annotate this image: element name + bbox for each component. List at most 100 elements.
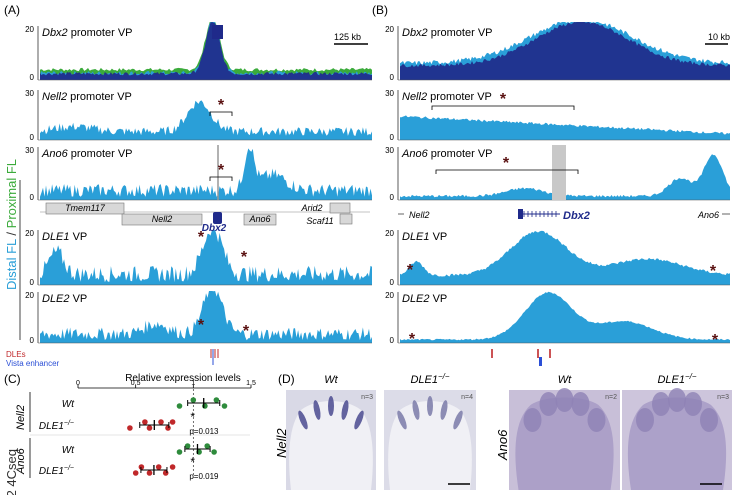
track-a-3: 30 0 Ano6 promoter VP bbox=[25, 146, 372, 202]
data-point bbox=[146, 425, 153, 431]
track-a-1: 20 0 Dbx2 promoter VP bbox=[25, 22, 372, 82]
gene-track-b: Nell2 Dbx2 Ano6 bbox=[398, 209, 730, 222]
viewpoint-label: DLE1 VP bbox=[42, 231, 87, 243]
panel-label-a: (A) bbox=[4, 3, 20, 17]
group-label-nell2: Nell2 bbox=[15, 405, 27, 430]
bracket bbox=[435, 169, 579, 174]
gene-ano6 bbox=[243, 213, 277, 226]
digit-lobe bbox=[668, 388, 686, 412]
track-ymin: 0 bbox=[390, 73, 395, 82]
wholemount-image-1: n=3 bbox=[286, 390, 376, 490]
track-ymax: 30 bbox=[385, 146, 394, 155]
wholemount-image-4: n=3 bbox=[622, 388, 732, 490]
digit-stain bbox=[328, 396, 334, 416]
panel-label-c: (C) bbox=[4, 372, 21, 386]
gene-label: Ano6 bbox=[248, 214, 270, 224]
viewpoint-label: Nell2 promoter VP bbox=[42, 91, 132, 103]
digit-stain bbox=[453, 410, 463, 430]
gene-label: Dbx2 bbox=[563, 210, 590, 222]
viewpoint-label: DLE2 VP bbox=[42, 293, 87, 305]
significance-star: * bbox=[243, 323, 250, 340]
data-point bbox=[221, 403, 228, 409]
data-point bbox=[184, 443, 191, 449]
genotype-label: DLE1−/− bbox=[39, 465, 74, 477]
digit-lobe bbox=[555, 388, 574, 412]
genotype-label: DLE1−/− bbox=[39, 420, 74, 432]
x-tick-label: 1.5 bbox=[246, 380, 256, 387]
dbx2-profile bbox=[40, 22, 372, 80]
significance-star: * bbox=[409, 331, 416, 348]
image-genotype: Wt bbox=[558, 374, 572, 386]
track-ymin: 0 bbox=[30, 336, 35, 345]
track-a-2: 30 0 Nell2 promoter VP bbox=[25, 89, 372, 142]
legend-dles: DLEs bbox=[6, 350, 26, 359]
image-gene-ano6: Ano6 bbox=[495, 429, 510, 461]
viewpoint-label: Dbx2 promoter VP bbox=[402, 27, 493, 39]
bracket bbox=[431, 105, 575, 110]
dbx2-gray-band bbox=[552, 145, 566, 200]
track-b-2: 30 0 Nell2 promoter VP bbox=[385, 89, 730, 142]
digit-stain bbox=[397, 410, 407, 430]
data-point bbox=[176, 449, 183, 455]
genotype-label: Wt bbox=[62, 445, 75, 456]
gene-label: Ano6 bbox=[697, 210, 719, 220]
significance-star: * bbox=[710, 263, 717, 280]
track-ymin: 0 bbox=[390, 336, 395, 345]
significance-star: * bbox=[218, 162, 225, 179]
data-point bbox=[162, 470, 169, 476]
image-genotype: Wt bbox=[324, 374, 338, 386]
group-label-ano6: Ano6 bbox=[15, 447, 27, 475]
track-ymax: 20 bbox=[25, 229, 34, 238]
data-point bbox=[165, 425, 171, 431]
distal-profile bbox=[40, 148, 372, 200]
data-point bbox=[169, 464, 176, 470]
data-point bbox=[211, 449, 217, 455]
digit-stain bbox=[298, 410, 308, 430]
n-label: n=4 bbox=[461, 394, 473, 401]
data-point bbox=[190, 397, 197, 403]
digit-lobe bbox=[700, 408, 718, 432]
significance-star: * bbox=[407, 262, 414, 279]
n-label: n=3 bbox=[717, 394, 729, 401]
track-ymax: 20 bbox=[385, 25, 394, 34]
viewpoint-label: DLE1 VP bbox=[402, 231, 447, 243]
scale-label-b: 10 kb bbox=[708, 32, 730, 42]
digit-stain bbox=[440, 400, 448, 420]
track-ymax: 30 bbox=[25, 89, 34, 98]
panel-label-b: (B) bbox=[372, 3, 388, 17]
digit-lobe bbox=[587, 408, 606, 432]
viewpoint-label: Ano6 promoter VP bbox=[41, 148, 133, 160]
bracket bbox=[209, 176, 233, 181]
track-ymin: 0 bbox=[30, 278, 35, 287]
image-gene-nell2: Nell2 bbox=[274, 428, 289, 458]
scale-label-a: 125 kb bbox=[334, 32, 361, 42]
viewpoint-label: DLE2 VP bbox=[402, 293, 447, 305]
data-point bbox=[132, 470, 139, 476]
distal-profile bbox=[400, 115, 730, 140]
y-axis-label-e12: E12 4Cseq bbox=[4, 449, 19, 495]
significance-star: * bbox=[198, 229, 205, 246]
digit-lobe bbox=[571, 392, 590, 416]
track-ymin: 0 bbox=[30, 133, 35, 142]
track-b-1: 20 0 Dbx2 promoter VP bbox=[385, 22, 730, 82]
limb-bud bbox=[388, 401, 472, 490]
significance-star: * bbox=[198, 317, 205, 334]
dbx2-vp-marker bbox=[212, 25, 223, 39]
gene-dbx2 bbox=[213, 212, 222, 224]
data-point bbox=[213, 397, 220, 403]
image-genotype: DLE1−/− bbox=[410, 372, 449, 386]
data-point bbox=[158, 419, 164, 425]
track-a-4: 20 0 DLE1 VP bbox=[25, 229, 372, 287]
data-point bbox=[146, 470, 153, 476]
distal-profile bbox=[40, 230, 372, 285]
track-a-5: 20 0 DLE2 VP bbox=[25, 291, 372, 345]
gene-scaf11 bbox=[339, 213, 353, 225]
gene-arid2 bbox=[329, 202, 351, 214]
p-value: p=0.019 bbox=[189, 472, 219, 481]
gene-tmem117 bbox=[45, 202, 125, 215]
dbx2-profile bbox=[400, 22, 730, 80]
n-label: n=3 bbox=[361, 394, 373, 401]
data-point bbox=[169, 419, 176, 425]
data-point bbox=[155, 464, 162, 470]
